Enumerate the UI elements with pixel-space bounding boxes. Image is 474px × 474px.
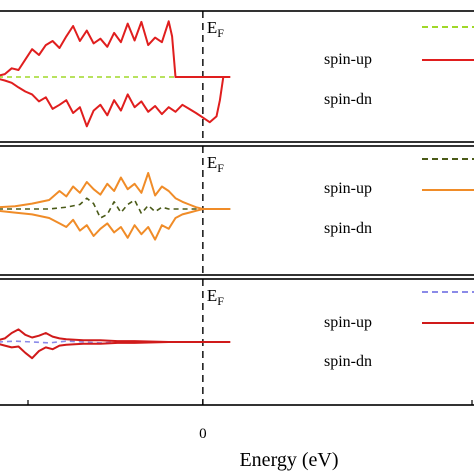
panel-frame xyxy=(0,145,474,276)
panel-frame xyxy=(0,278,474,406)
panel-3: EF spin-up spin-dn 0 Energy (eV) xyxy=(0,278,474,471)
series-spin-dn-curve xyxy=(0,76,231,128)
x-tick-label: 0 xyxy=(199,426,207,442)
legend-spin-up-label: spin-up xyxy=(324,180,372,197)
legend-spin-up-label: spin-up xyxy=(324,51,372,68)
fermi-label: EF xyxy=(207,18,224,40)
panel-frame xyxy=(0,10,474,143)
fermi-label: EF xyxy=(207,286,224,308)
series-spin-up-curve xyxy=(0,328,231,343)
series-spin-dn-curve xyxy=(0,341,231,360)
panel-1: EF spin-up spin-dn xyxy=(0,10,474,143)
legend-spin-dn-label: spin-dn xyxy=(324,91,372,108)
series-spin-up-curve xyxy=(0,172,231,210)
panel-2: EF spin-up spin-dn xyxy=(0,145,474,276)
legend-spin-up-label: spin-up xyxy=(324,314,372,331)
fermi-label: EF xyxy=(207,153,224,175)
legend-spin-dn-label: spin-dn xyxy=(324,220,372,237)
x-axis-label: Energy (eV) xyxy=(239,449,338,471)
series-spin-up-curve xyxy=(0,20,231,78)
legend-spin-dn-label: spin-dn xyxy=(324,353,372,370)
series-spin-dn-curve xyxy=(0,208,231,241)
series-total-curve xyxy=(0,340,231,344)
series-total-curve xyxy=(0,197,231,219)
